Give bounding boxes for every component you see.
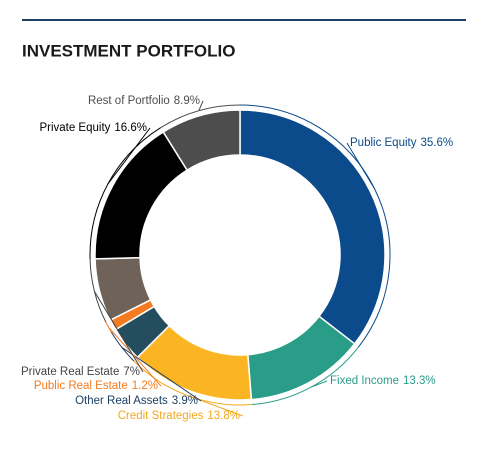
leader-line xyxy=(346,142,376,190)
slice xyxy=(162,109,241,172)
slice-label-name: Public Real Estate xyxy=(34,380,128,392)
bracket xyxy=(105,322,112,333)
leader-line xyxy=(94,291,144,373)
chart-title: INVESTMENT PORTFOLIO xyxy=(22,41,235,60)
leader-line xyxy=(108,326,162,387)
slice-label-name: Rest of Portfolio xyxy=(88,95,170,107)
leader-line xyxy=(187,395,244,417)
slice-label-value: 3.9% xyxy=(172,395,198,407)
slice-label: Other Real Assets 3.9% xyxy=(75,395,198,407)
slice-label: Private Equity 16.6% xyxy=(39,122,147,134)
slice-label: Public Equity 35.6% xyxy=(350,137,453,149)
leader-line xyxy=(107,127,151,185)
slice-label: Private Real Estate 7% xyxy=(21,366,140,378)
bracket xyxy=(251,346,359,406)
slice-label-name: Fixed Income xyxy=(330,375,399,387)
slice-label-value: 1.2% xyxy=(132,380,158,392)
leader-line xyxy=(311,380,328,388)
slice-label: Credit Strategies 13.8% xyxy=(118,410,240,422)
slice-label-value: 13.3% xyxy=(403,375,436,387)
slice-label-value: 35.6% xyxy=(420,137,453,149)
bracket xyxy=(160,104,241,129)
leader-line xyxy=(198,100,204,111)
slice-label-value: 13.8% xyxy=(207,410,240,422)
slice-label-name: Other Real Assets xyxy=(75,395,168,407)
slice-label-name: Public Equity xyxy=(350,137,417,149)
slice-label: Fixed Income 13.3% xyxy=(330,375,436,387)
bracket xyxy=(110,331,135,362)
slice-label: Rest of Portfolio 8.9% xyxy=(88,95,200,107)
slice-label-name: Private Equity xyxy=(39,122,110,134)
slice-label-name: Private Real Estate xyxy=(21,366,119,378)
slice-label: Public Real Estate 1.2% xyxy=(34,380,158,392)
slice-label-value: 16.6% xyxy=(114,122,147,134)
slice xyxy=(94,130,189,260)
slice-label-value: 7% xyxy=(123,366,140,378)
slice xyxy=(239,109,386,345)
slice-label-value: 8.9% xyxy=(174,95,200,107)
slice-label-name: Credit Strategies xyxy=(118,410,204,422)
